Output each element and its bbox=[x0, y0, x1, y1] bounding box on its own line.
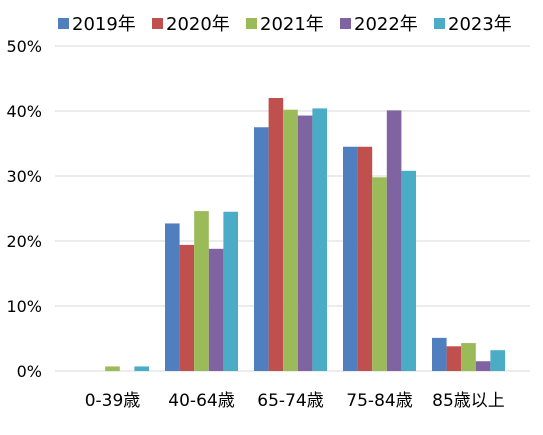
y-tick-label: 10% bbox=[6, 297, 42, 316]
legend-item: 2020年 bbox=[152, 14, 230, 35]
bar-0-3 bbox=[343, 146, 358, 371]
x-tick-label: 75-84歳 bbox=[346, 391, 412, 411]
bar-2-4 bbox=[461, 343, 476, 371]
legend-item: 2022年 bbox=[340, 14, 418, 35]
bar-4-3 bbox=[401, 170, 416, 371]
bar-4-0 bbox=[134, 366, 149, 371]
bar-2-2 bbox=[283, 109, 298, 371]
legend: 2019年 2020年 2021年 2022年 2023年 bbox=[58, 14, 512, 35]
bar-4-4 bbox=[490, 350, 505, 371]
y-tick-label: 20% bbox=[6, 232, 42, 251]
x-tick-label: 85歳以上 bbox=[432, 391, 505, 411]
bar-3-1 bbox=[208, 248, 224, 371]
bar-1-3 bbox=[357, 146, 373, 371]
bars bbox=[105, 98, 505, 372]
y-tick-label: 0% bbox=[17, 362, 42, 381]
bar-4-2 bbox=[312, 108, 327, 372]
y-tick-label: 40% bbox=[6, 102, 42, 121]
legend-swatch bbox=[246, 18, 257, 29]
bar-3-2 bbox=[297, 115, 313, 371]
legend-item: 2023年 bbox=[434, 14, 512, 35]
bar-1-2 bbox=[268, 98, 284, 371]
x-axis-ticks: 0-39歳 40-64歳 65-74歳 75-84歳 85歳以上 bbox=[85, 391, 505, 411]
bar-1-1 bbox=[179, 244, 195, 371]
bar-0-1 bbox=[165, 223, 180, 371]
y-axis-ticks: 0% 10% 20% 30% 40% 50% bbox=[6, 37, 42, 381]
legend-swatch bbox=[340, 18, 351, 29]
x-tick-label: 65-74歳 bbox=[257, 391, 323, 411]
bar-0-2 bbox=[254, 127, 269, 371]
legend-label: 2019年 bbox=[72, 14, 136, 35]
legend-item: 2019年 bbox=[58, 14, 136, 35]
bar-2-3 bbox=[372, 177, 387, 371]
y-tick-label: 30% bbox=[6, 167, 42, 186]
bar-0-4 bbox=[432, 337, 447, 371]
bar-2-1 bbox=[194, 211, 209, 371]
legend-label: 2021年 bbox=[260, 14, 324, 35]
y-tick-label: 50% bbox=[6, 37, 42, 56]
x-tick-label: 0-39歳 bbox=[85, 391, 141, 411]
bar-3-4 bbox=[475, 361, 491, 371]
legend-swatch bbox=[152, 18, 163, 29]
bar-4-1 bbox=[223, 211, 238, 371]
legend-swatch bbox=[434, 18, 445, 29]
legend-label: 2023年 bbox=[448, 14, 512, 35]
legend-swatch bbox=[58, 18, 69, 29]
x-tick-label: 40-64歳 bbox=[168, 391, 234, 411]
bar-3-3 bbox=[386, 110, 402, 371]
legend-item: 2021年 bbox=[246, 14, 324, 35]
bar-1-4 bbox=[446, 346, 462, 371]
legend-label: 2020年 bbox=[166, 14, 230, 35]
legend-label: 2022年 bbox=[354, 14, 418, 35]
bar-2-0 bbox=[105, 366, 120, 371]
